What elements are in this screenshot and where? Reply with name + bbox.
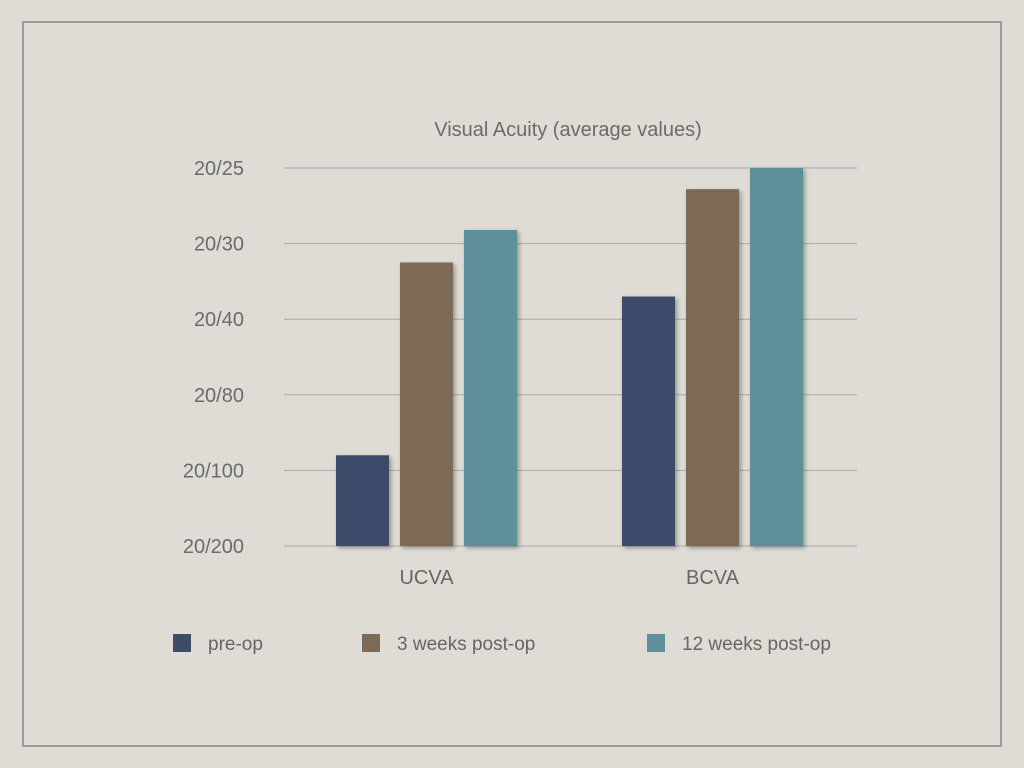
- bar-bcva-12-weeks-post-op: [750, 168, 803, 546]
- legend-swatch: [647, 634, 665, 652]
- bars: [336, 168, 803, 546]
- legend-swatch: [173, 634, 191, 652]
- slide-frame: [22, 21, 1002, 747]
- y-tick-label: 20/25: [194, 158, 244, 180]
- y-axis-tick-labels: 20/200 20/100 20/80 20/40 20/30 20/25: [183, 158, 244, 558]
- y-tick-label: 20/40: [194, 309, 244, 331]
- bar-bcva-3-weeks-post-op: [686, 189, 739, 546]
- chart-title: Visual Acuity (average values): [434, 119, 702, 141]
- category-label: BCVA: [686, 567, 740, 589]
- bar-ucva-3-weeks-post-op: [400, 262, 453, 546]
- x-axis-category-labels: UCVA BCVA: [399, 567, 739, 589]
- y-tick-label: 20/200: [183, 536, 244, 558]
- y-tick-label: 20/100: [183, 460, 244, 482]
- y-tick-label: 20/80: [194, 385, 244, 407]
- legend-label: pre-op: [208, 634, 263, 655]
- bar-ucva-pre-op: [336, 455, 389, 546]
- y-tick-label: 20/30: [194, 234, 244, 256]
- legend-label: 12 weeks post-op: [682, 634, 831, 655]
- category-label: UCVA: [399, 567, 454, 589]
- bar-ucva-12-weeks-post-op: [464, 229, 517, 546]
- legend-swatch: [362, 634, 380, 652]
- legend-label: 3 weeks post-op: [397, 634, 535, 655]
- bar-bcva-pre-op: [622, 296, 675, 546]
- legend: pre-op 3 weeks post-op 12 weeks post-op: [173, 634, 831, 655]
